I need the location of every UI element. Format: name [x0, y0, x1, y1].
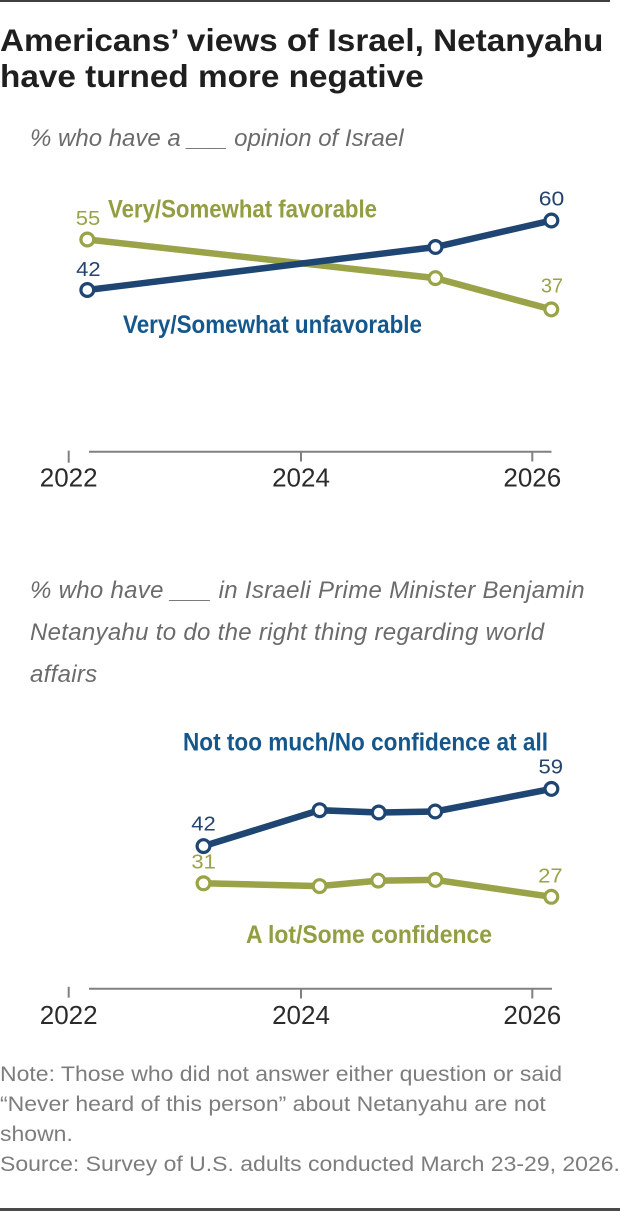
svg-text:59: 59 — [539, 757, 564, 779]
svg-text:2022: 2022 — [40, 463, 98, 493]
svg-text:Very/Somewhat favorable: Very/Somewhat favorable — [108, 196, 377, 224]
svg-text:42: 42 — [191, 814, 216, 836]
svg-text:Very/Somewhat unfavorable: Very/Somewhat unfavorable — [123, 311, 422, 339]
svg-text:2024: 2024 — [272, 463, 330, 493]
svg-text:42: 42 — [76, 259, 101, 281]
svg-text:2022: 2022 — [40, 1000, 98, 1030]
svg-text:Not too much/No confidence at: Not too much/No confidence at all — [183, 729, 548, 757]
svg-text:31: 31 — [191, 852, 216, 874]
svg-text:55: 55 — [76, 208, 101, 230]
svg-text:27: 27 — [538, 866, 563, 888]
svg-text:37: 37 — [541, 276, 563, 298]
svg-text:2026: 2026 — [503, 1000, 561, 1030]
svg-text:2024: 2024 — [272, 1000, 330, 1030]
svg-text:A lot/Some confidence: A lot/Some confidence — [246, 921, 492, 949]
svg-text:60: 60 — [539, 189, 565, 211]
svg-text:2026: 2026 — [503, 463, 561, 493]
